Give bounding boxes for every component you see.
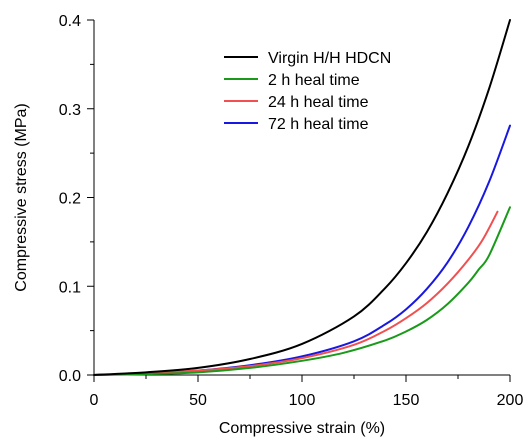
x-tick-label: 200 bbox=[497, 392, 524, 409]
series-layer bbox=[93, 19, 511, 376]
x-tick-label: 150 bbox=[393, 392, 420, 409]
x-axis-title: Compressive strain (%) bbox=[219, 420, 385, 437]
axes-layer: 0 50 100 150 200 0.0 0.1 0.2 0.3 0.4 bbox=[59, 13, 524, 409]
x-tick-label: 100 bbox=[289, 392, 316, 409]
x-tick-label: 0 bbox=[90, 392, 99, 409]
y-tick-label: 0.4 bbox=[59, 13, 81, 30]
legend-label-1: 2 h heal time bbox=[268, 72, 360, 89]
y-axis-title: Compressive stress (MPa) bbox=[13, 103, 30, 291]
x-tick-label: 50 bbox=[189, 392, 207, 409]
legend-label-3: 72 h heal time bbox=[268, 116, 369, 133]
legend: Virgin H/H HDCN 2 h heal time 24 h heal ti… bbox=[224, 50, 391, 133]
series-line-3 bbox=[93, 124, 511, 376]
legend-label-0: Virgin H/H HDCN bbox=[268, 50, 391, 67]
y-tick-label: 0.1 bbox=[59, 279, 81, 296]
legend-label-2: 24 h heal time bbox=[268, 94, 369, 111]
series-line-0 bbox=[93, 19, 511, 376]
y-tick-label: 0.3 bbox=[59, 102, 81, 119]
y-tick-label: 0.0 bbox=[59, 368, 81, 385]
series-line-2 bbox=[93, 210, 499, 376]
y-tick-label: 0.2 bbox=[59, 191, 81, 208]
series-line-1 bbox=[93, 206, 511, 376]
